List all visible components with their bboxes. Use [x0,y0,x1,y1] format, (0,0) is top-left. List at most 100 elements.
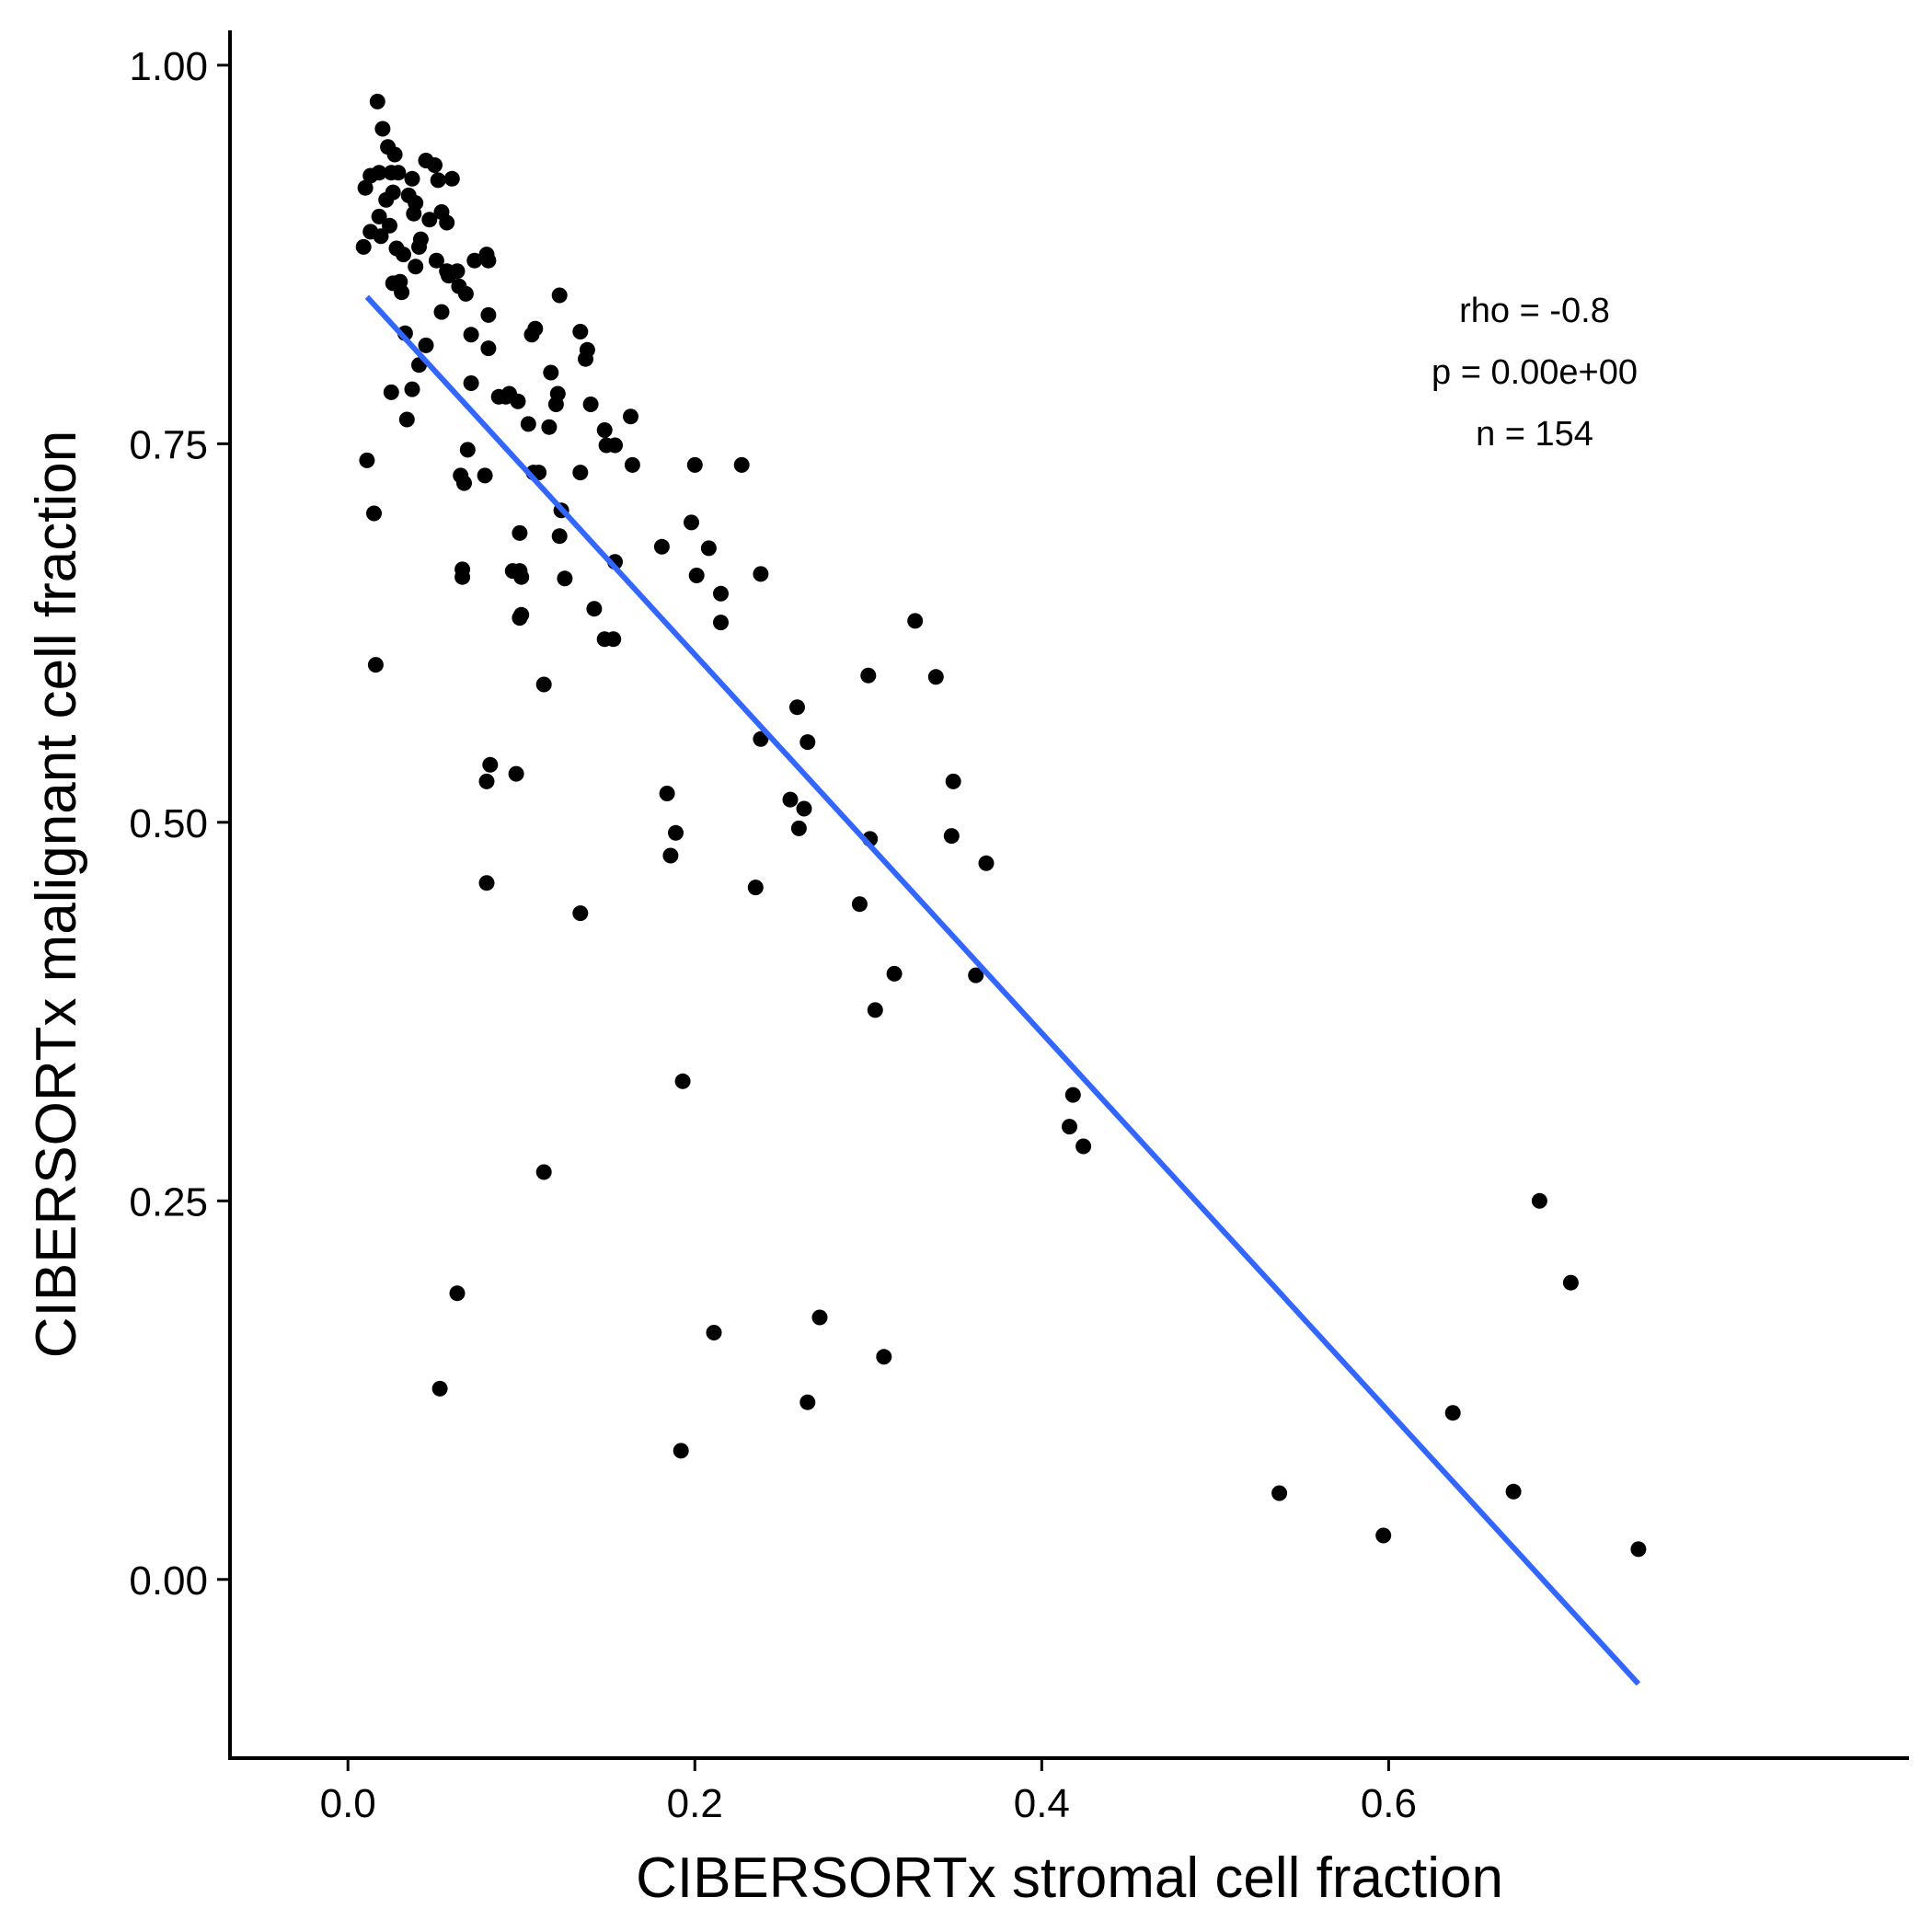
data-point-102 [907,613,924,629]
data-point-131 [867,1002,883,1018]
data-point-110 [753,730,769,747]
data-point-105 [367,657,384,673]
data-point-135 [1075,1138,1092,1155]
x-tick-label-3: 0.6 [1361,1781,1417,1826]
data-point-130 [968,967,984,983]
data-point-101 [713,615,729,631]
data-point-155 [441,268,457,284]
data-point-144 [799,1394,816,1410]
data-point-73 [686,456,703,473]
y-tick-label-3: 0.75 [129,422,208,467]
data-point-61 [547,397,564,412]
data-point-54 [404,381,420,397]
annotation-n: n = 154 [1476,415,1593,454]
data-point-139 [449,1285,466,1302]
y-tick-label-4: 1.00 [129,44,208,89]
data-point-64 [520,416,536,432]
annotation-rho: rho = -0.8 [1459,292,1610,330]
data-point-25 [411,238,427,255]
data-point-133 [1064,1087,1081,1103]
data-point-128 [572,905,589,922]
data-point-63 [398,411,415,428]
data-point-74 [733,456,750,473]
data-point-28 [428,252,444,269]
data-point-108 [535,676,552,693]
data-point-48 [523,327,540,343]
data-point-151 [371,208,387,224]
data-point-23 [373,228,389,245]
data-point-69 [607,437,623,454]
data-point-112 [482,756,499,773]
data-point-98 [586,601,603,617]
data-point-27 [396,247,411,263]
data-point-59 [510,393,526,409]
axes: 0.0 0.2 0.4 0.6 0.00 0.25 0.50 0.75 1.00 [129,30,1909,1826]
data-point-3 [386,146,403,163]
data-point-20 [439,214,455,231]
data-point-87 [700,540,717,557]
data-point-65 [541,419,558,435]
data-point-67 [623,408,638,425]
data-point-124 [978,855,995,871]
data-point-51 [578,351,593,367]
data-point-4 [357,179,374,196]
data-point-94 [557,570,573,587]
stats-annotation: rho = -0.8 p = 0.00e+00 n = 154 [1432,292,1638,454]
data-point-119 [790,820,807,836]
data-point-15 [430,172,446,189]
data-point-14 [443,170,460,187]
y-tick-label-2: 0.50 [129,801,208,846]
data-point-95 [688,568,705,583]
data-point-117 [782,791,799,808]
data-point-96 [753,566,769,582]
x-tick-label-1: 0.2 [667,1781,723,1826]
x-tick-label-0: 0.0 [320,1781,376,1826]
data-point-116 [659,786,675,801]
data-point-76 [477,467,493,484]
data-point-113 [508,765,524,782]
data-point-18 [406,205,422,222]
data-point-70 [459,442,476,458]
data-point-10 [378,191,395,208]
data-point-77 [456,475,472,491]
data-point-111 [799,734,816,751]
data-point-126 [747,880,764,896]
data-point-121 [943,828,960,845]
data-point-40 [480,306,497,323]
data-point-6 [371,165,387,181]
data-point-148 [1505,1483,1522,1500]
data-point-129 [886,965,903,982]
data-point-150 [1630,1541,1647,1558]
data-point-1 [374,121,391,137]
data-point-21 [382,217,397,234]
data-point-127 [851,896,868,913]
data-point-86 [653,538,670,555]
data-point-140 [811,1309,828,1326]
data-point-142 [876,1349,892,1365]
data-point-0 [369,93,385,109]
y-tick-label-1: 0.25 [129,1179,208,1225]
trend-line [364,294,1641,1686]
data-point-138 [1562,1274,1579,1291]
data-point-106 [860,667,877,684]
data-point-29 [408,259,424,275]
data-point-53 [463,375,479,391]
data-point-41 [551,287,568,304]
data-point-55 [383,384,399,400]
data-point-123 [662,847,679,864]
data-point-136 [535,1164,552,1180]
data-point-118 [796,800,812,817]
data-point-32 [466,252,483,269]
data-point-34 [480,252,497,269]
annotation-p-value: p = 0.00e+00 [1432,353,1638,392]
data-point-145 [1444,1405,1461,1421]
data-point-49 [572,324,589,339]
data-point-11 [404,170,420,187]
data-point-132 [674,1073,691,1089]
data-point-44 [418,337,434,353]
data-point-154 [421,212,438,228]
data-point-13 [427,157,443,173]
data-point-149 [1375,1527,1392,1544]
data-point-120 [668,824,684,841]
